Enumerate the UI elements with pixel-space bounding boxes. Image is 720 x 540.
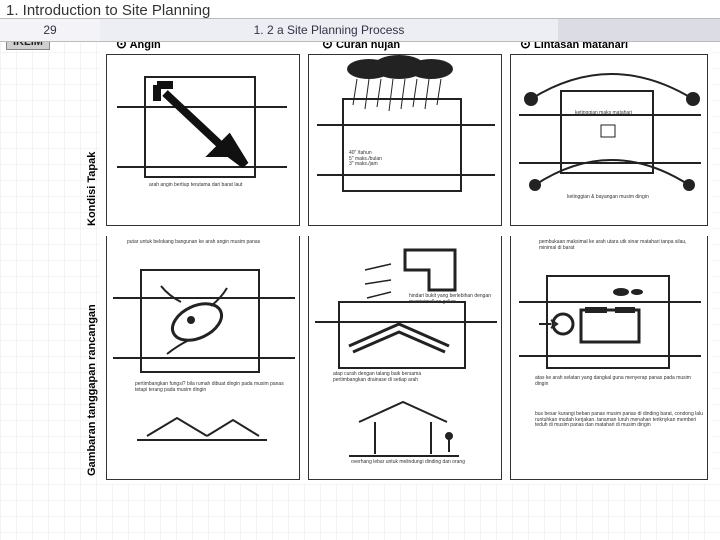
note-lintasan-bot-a: pembukaan maksimal ke arah utara utk sin… <box>539 240 699 251</box>
note-curah-top: 40" /tahun 5" maks./bulan 3" maks./jam <box>349 151 459 168</box>
note-lintasan-top-a: ketinggian maks matahari <box>575 111 665 117</box>
footer-bar: 29 1. 2 a Site Planning Process <box>0 18 720 42</box>
note-angin-bot-b: pertimbangkan fungsi? bila rumah dibuat … <box>135 382 285 393</box>
note-lintasan-bot-c: bus besar kurangi beban panas musim pana… <box>535 412 703 429</box>
cell-angin-kondisi: arah angin bertiup terutama dari barat l… <box>106 54 300 226</box>
cell-curah-kondisi: 40" /tahun 5" maks./bulan 3" maks./jam <box>308 54 502 226</box>
note-curah-bot-a: hindari bukit yang berlebihan dengan mem… <box>409 294 495 305</box>
note-curah-bot-b: atap curah dengan talang baik bersama pe… <box>333 372 483 383</box>
note-lintasan-bot-b: atas ke arah selatan yang dangkal guna m… <box>535 376 695 387</box>
footer-page-number: 29 <box>0 18 100 42</box>
row-label-gambaran: Gambaran tanggapan rancangan <box>86 246 98 476</box>
note-lintasan-top-b: ketinggian & bayangan musim dingin <box>567 195 677 201</box>
cell-lintasan-gambaran: pembukaan maksimal ke arah utara utk sin… <box>510 236 708 480</box>
cell-curah-gambaran: hindari bukit yang berlebihan dengan mem… <box>308 236 502 480</box>
footer-spacer <box>558 18 720 42</box>
footer-caption: 1. 2 a Site Planning Process <box>100 18 558 42</box>
cell-lintasan-kondisi: ketinggian maks matahari ketinggian & ba… <box>510 54 708 226</box>
row-label-kondisi: Kondisi Tapak <box>86 66 98 226</box>
diagram-grid: Kondisi Tapak Gambaran tanggapan rancang… <box>100 36 712 484</box>
note-curah-bot-c: overhang lebar untuk melindungi dinding … <box>351 460 481 466</box>
cell-angin-gambaran: putar untuk belokang bangunan ke arah an… <box>106 236 300 480</box>
note-angin-top: arah angin bertiup terutama dari barat l… <box>149 183 249 189</box>
note-angin-bot-a: putar untuk belokang bangunan ke arah an… <box>127 240 287 246</box>
